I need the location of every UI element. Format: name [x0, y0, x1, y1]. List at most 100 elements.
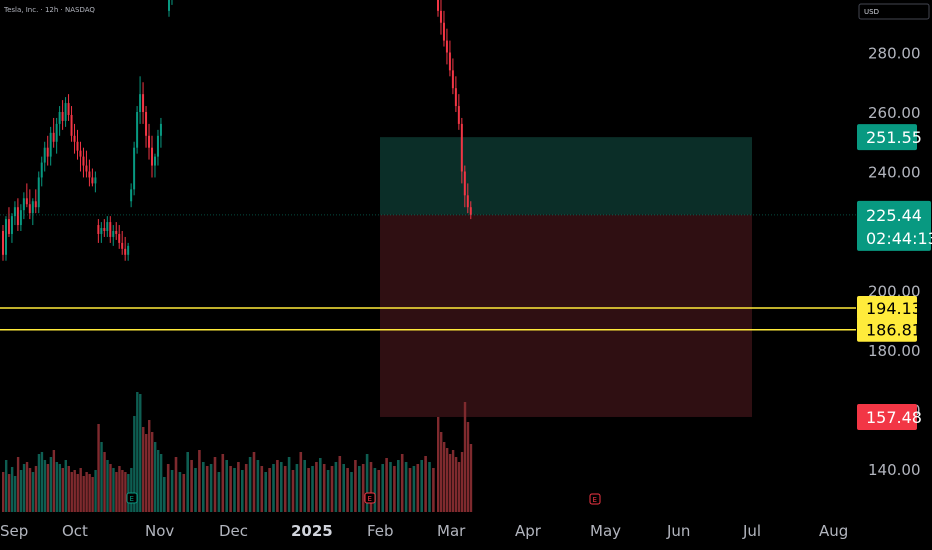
volume-bar — [469, 444, 473, 512]
time-tick-label: Jun — [666, 522, 690, 540]
volume-bar — [377, 470, 381, 512]
candle-body — [37, 177, 40, 208]
earnings-marker[interactable]: E — [589, 493, 601, 505]
candle-body — [85, 165, 88, 172]
volume-bar — [148, 420, 151, 512]
volume-bar — [416, 464, 420, 512]
volume-bar — [432, 468, 435, 512]
candle-body — [67, 103, 70, 115]
candle-body — [79, 150, 82, 157]
volume-bar — [241, 470, 244, 512]
volume-bar — [457, 462, 461, 512]
candle-body — [97, 225, 100, 234]
volume-bar — [88, 474, 91, 512]
volume-bar — [400, 454, 404, 512]
volume-bar — [393, 466, 396, 512]
volume-bar — [442, 442, 446, 512]
earnings-marker[interactable]: E — [364, 492, 376, 504]
volume-bar — [373, 468, 377, 512]
volume-bar — [40, 452, 44, 512]
time-axis[interactable]: Sep Oct Nov Dec 2025 Feb Mar Apr May Jun Jul Aug — [0, 522, 848, 540]
earnings-marker-label: E — [368, 495, 372, 503]
volume-bar — [280, 462, 283, 512]
volume-bar — [64, 460, 67, 512]
candle-body — [156, 135, 159, 157]
volume-bar — [106, 460, 109, 512]
candle-body — [64, 103, 67, 121]
earnings-marker[interactable]: E — [126, 492, 138, 504]
line-lower-badge[interactable]: 186.81 — [857, 317, 922, 342]
price-tick-label: 140.00 — [868, 461, 921, 479]
volume-bar — [170, 470, 174, 512]
candle-body — [88, 171, 91, 178]
volume-bar — [303, 460, 306, 512]
candle-body — [460, 123, 463, 172]
candle-body — [22, 198, 25, 211]
candle-body — [153, 156, 156, 166]
volume-bar — [350, 472, 353, 512]
volume-bar — [124, 472, 127, 512]
volume-bar — [404, 462, 408, 512]
time-tick-label: Feb — [367, 522, 394, 540]
last-price-value: 225.44 — [866, 206, 922, 225]
volume-bar — [338, 456, 342, 512]
time-tick-label: Nov — [145, 522, 174, 540]
volume-bar — [166, 464, 170, 512]
volume-bar — [145, 434, 148, 512]
volume-bar — [244, 464, 248, 512]
loss-zone[interactable] — [380, 214, 752, 417]
volume-bar — [287, 457, 291, 512]
volume-bar — [130, 468, 133, 512]
volume-bar — [397, 460, 400, 512]
volume-bar — [58, 464, 62, 512]
price-tick-label: 260.00 — [868, 104, 921, 122]
earnings-marker-label: E — [130, 495, 134, 503]
candlesticks — [2, 0, 472, 261]
profit-zone[interactable] — [380, 137, 752, 215]
candle-body — [73, 135, 76, 142]
time-tick-label: Oct — [62, 522, 88, 540]
candle-body — [91, 177, 94, 184]
volume-bar — [213, 457, 217, 512]
candle-body — [19, 210, 22, 226]
line-upper-badge[interactable]: 194.13 — [857, 295, 922, 320]
candle-body — [13, 207, 16, 217]
volume-bar — [439, 432, 443, 512]
volume-bar — [76, 474, 79, 512]
currency-selector[interactable]: USD — [858, 3, 930, 20]
volume-bar — [460, 452, 464, 512]
volume-bar — [136, 392, 139, 512]
volume-bar — [369, 462, 373, 512]
volume-bar — [381, 464, 384, 512]
volume-bar — [354, 460, 357, 512]
volume-bar — [55, 462, 59, 512]
last-price-badge[interactable]: 225.44 02:44:13 — [857, 200, 932, 251]
candle-body — [40, 162, 43, 178]
candle-body — [133, 147, 136, 190]
volume-bar — [221, 454, 225, 512]
volume-bar — [205, 466, 209, 512]
volume-bar — [61, 468, 64, 512]
candle-body — [2, 231, 4, 255]
volume-bar — [311, 466, 314, 512]
stop-price-value: 157.48 — [866, 408, 922, 427]
candle-body — [457, 106, 460, 124]
candle-body — [145, 112, 148, 136]
price-tick-label: 240.00 — [868, 164, 921, 182]
volume-bar — [25, 462, 29, 512]
price-tick-label: 180.00 — [868, 342, 921, 360]
stop-price-badge[interactable]: 157.48 — [857, 403, 922, 430]
volume-bar — [448, 454, 452, 512]
volume-bar — [260, 466, 264, 512]
candle-body — [70, 114, 73, 136]
target-price-badge[interactable]: 251.55 — [857, 124, 922, 151]
candle-body — [34, 201, 37, 208]
volume-bar — [178, 472, 182, 512]
candle-body — [7, 219, 10, 234]
volume-bar — [445, 448, 449, 512]
volume-bar — [190, 460, 193, 512]
volume-bar — [330, 466, 334, 512]
volume-bar — [361, 464, 365, 512]
volume-bar — [272, 464, 275, 512]
